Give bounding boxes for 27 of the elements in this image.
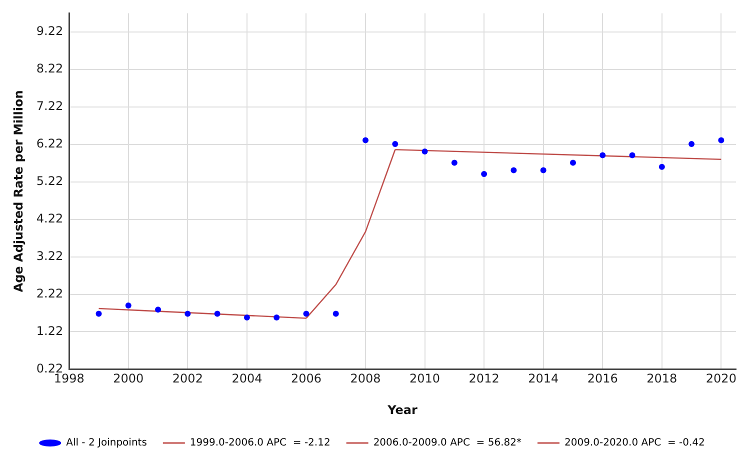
x-tick-label: 2006 bbox=[290, 372, 322, 386]
legend-label: 1999.0-2006.0 APC = -2.12 bbox=[190, 438, 330, 449]
x-tick-label: 2016 bbox=[587, 372, 618, 386]
y-tick-label: 6.22 bbox=[36, 136, 64, 150]
y-tick-label: 1.22 bbox=[36, 324, 64, 338]
x-tick-label: 2012 bbox=[468, 372, 500, 386]
x-tick-label: 2008 bbox=[350, 372, 381, 386]
legend-label: 2006.0-2009.0 APC = 56.82* bbox=[373, 438, 522, 449]
y-tick-label: 5.22 bbox=[36, 174, 64, 188]
x-tick-label: 2018 bbox=[646, 372, 678, 386]
x-tick-label: 2002 bbox=[172, 372, 203, 386]
y-tick-label: 3.22 bbox=[36, 248, 64, 263]
y-tick-label: 4.22 bbox=[36, 211, 64, 226]
legend-label: All - 2 Joinpoints bbox=[66, 438, 147, 449]
y-tick-label: 7.22 bbox=[36, 99, 64, 114]
x-tick-label: 2014 bbox=[528, 372, 559, 386]
x-tick-label: 2004 bbox=[232, 372, 262, 386]
y-tick-label: 8.22 bbox=[36, 62, 64, 76]
y-tick-label: 2.22 bbox=[36, 286, 64, 300]
x-axis-title: Year bbox=[386, 402, 418, 417]
x-tick-label: 2020 bbox=[706, 372, 736, 386]
x-tick-label: 2010 bbox=[410, 372, 440, 386]
legend-label: 2009.0-2020.0 APC = -0.42 bbox=[564, 438, 705, 449]
y-tick-label: 9.22 bbox=[36, 24, 64, 38]
x-tick-label: 1998 bbox=[54, 372, 84, 386]
y-axis-title: Age Adjusted Rate per Million bbox=[11, 90, 26, 292]
x-tick-label: 2000 bbox=[113, 372, 144, 386]
